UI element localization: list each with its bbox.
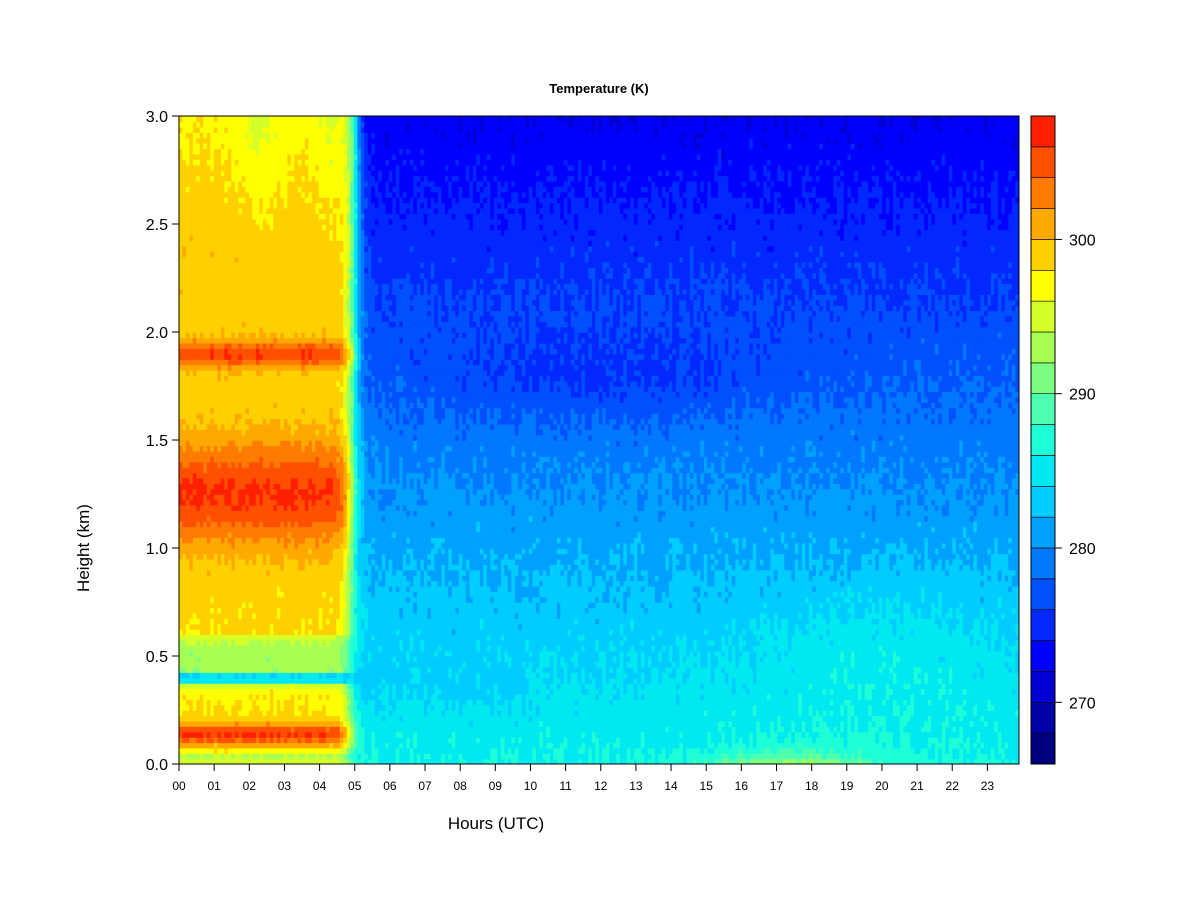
heatmap-area (179, 116, 1020, 765)
chart-title: Temperature (K) (549, 81, 648, 96)
